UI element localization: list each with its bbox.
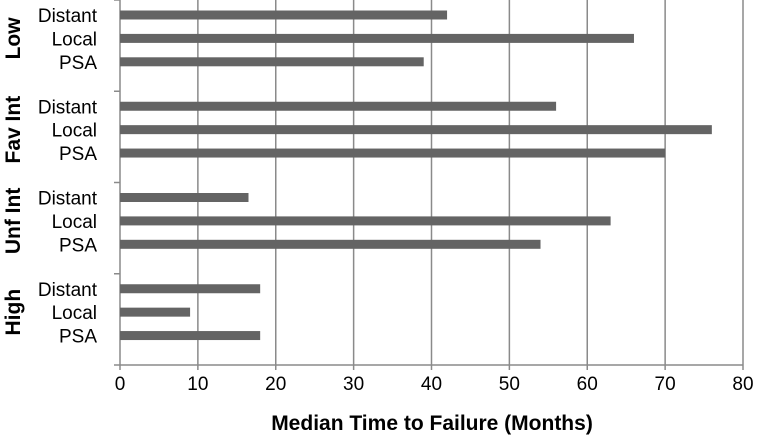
bar [120, 239, 541, 249]
bar [120, 101, 557, 111]
category-label: Local [52, 121, 97, 142]
category-label: Distant [38, 97, 98, 118]
bar [120, 148, 666, 158]
group-label: Low [2, 17, 25, 60]
bar [120, 10, 448, 20]
category-label: PSA [59, 53, 97, 74]
group-label: Unf Int [2, 188, 25, 254]
category-label: Distant [38, 6, 98, 27]
bars [120, 10, 712, 341]
x-tick-label: 20 [265, 374, 286, 395]
x-tick-label: 30 [343, 374, 364, 395]
x-tick-label: 70 [655, 374, 676, 395]
category-label: PSA [59, 144, 97, 165]
axes [114, 0, 744, 370]
x-tick-label: 60 [577, 374, 598, 395]
gridlines [197, 0, 744, 365]
bar [120, 331, 261, 341]
category-label: Local [52, 303, 97, 324]
group-label: High [2, 289, 25, 336]
bar [120, 193, 249, 202]
x-tick-label: 10 [187, 374, 208, 395]
bar [120, 125, 712, 135]
labels: 0 10 20 30 40 50 60 70 80DistantLocalPSALowDista… [2, 6, 754, 395]
x-tick-label: 80 [732, 374, 753, 395]
x-tick-label: 0 [115, 374, 126, 395]
bar [120, 307, 191, 317]
x-tick-label: 50 [499, 374, 520, 395]
category-label: Local [52, 212, 97, 233]
bar [120, 216, 611, 226]
bar [120, 284, 261, 294]
category-label: Distant [38, 280, 98, 301]
bar [120, 33, 634, 43]
x-tick-label: 40 [421, 374, 442, 395]
group-label: Fav Int [2, 96, 25, 164]
category-label: PSA [59, 327, 97, 348]
category-label: Local [52, 29, 97, 50]
category-label: PSA [59, 235, 97, 256]
x-axis-title: Median Time to Failure (Months) [271, 412, 593, 435]
category-label: Distant [38, 189, 98, 210]
bar [120, 57, 424, 67]
